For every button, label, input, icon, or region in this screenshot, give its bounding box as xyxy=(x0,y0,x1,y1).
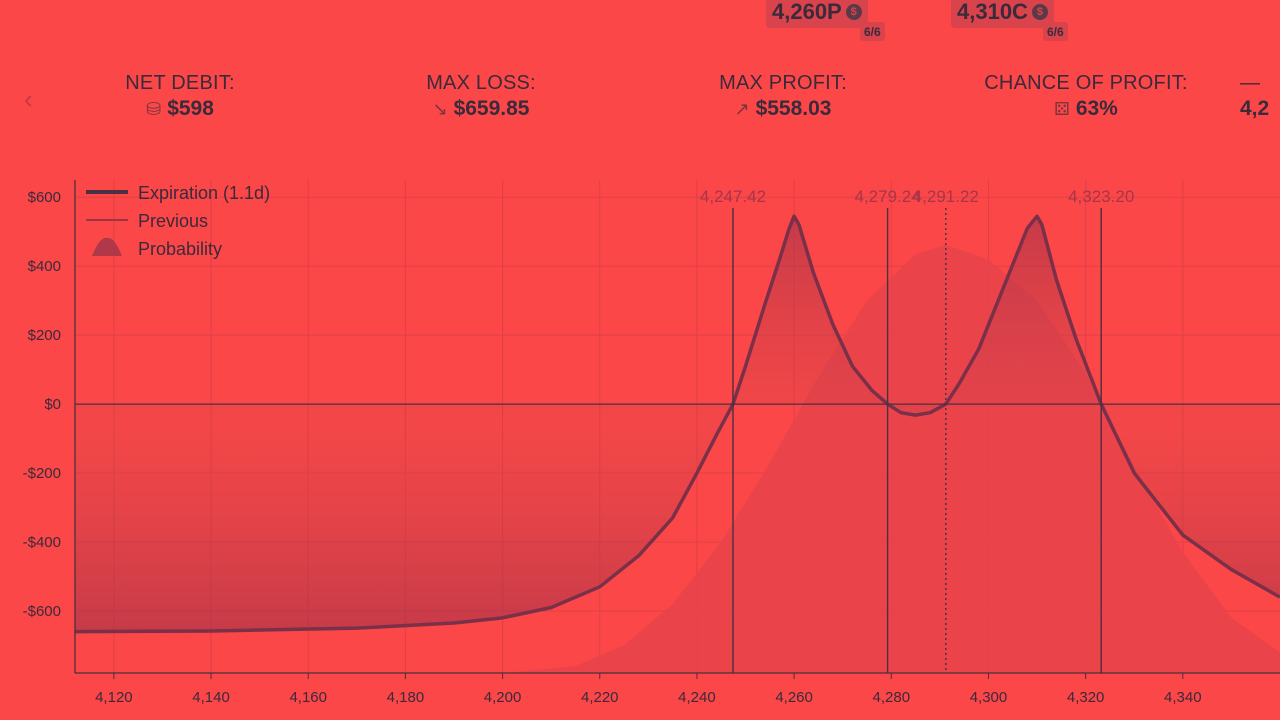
arrow-up-right-icon: ↗ xyxy=(734,98,750,119)
x-tick-label: 4,340 xyxy=(1164,689,1202,706)
leg-label: 4,260P xyxy=(772,0,842,24)
x-tick-label: 4,120 xyxy=(95,689,133,706)
breakeven-label: 4,291.22 xyxy=(913,187,979,206)
legend-entry[interactable]: Previous xyxy=(138,211,208,231)
stat-net-debit: NET DEBIT: ⛁ $598 xyxy=(100,72,260,121)
chevron-left-icon[interactable]: ‹ xyxy=(24,84,33,114)
stat-max-profit: MAX PROFIT: ↗ $558.03 xyxy=(700,72,866,121)
x-tick-label: 4,320 xyxy=(1067,689,1105,706)
y-tick-label: -$400 xyxy=(23,534,61,551)
stat-label: MAX PROFIT: xyxy=(719,72,847,94)
breakeven-label: 4,247.42 xyxy=(700,187,766,206)
x-tick-label: 4,280 xyxy=(873,689,911,706)
stat-label: — xyxy=(1240,72,1261,94)
stat-label: CHANCE OF PROFIT: xyxy=(984,72,1188,94)
breakeven-label: 4,323.20 xyxy=(1068,187,1134,206)
dice-icon: ⚄ xyxy=(1054,98,1070,119)
x-tick-label: 4,220 xyxy=(581,689,619,706)
stat-value: $558.03 xyxy=(755,97,832,120)
y-tick-label: -$200 xyxy=(23,465,61,482)
arrow-down-right-icon: ↘ xyxy=(432,98,448,119)
y-tick-label: $600 xyxy=(28,189,61,206)
y-tick-label: $400 xyxy=(28,258,61,275)
stat-value: 4,2 xyxy=(1240,97,1270,120)
stat-label: MAX LOSS: xyxy=(426,72,536,94)
leg-badge: 6/6 xyxy=(1043,22,1068,41)
leg-pill-4310c[interactable]: 4,310C $ xyxy=(951,0,1054,28)
y-tick-label: -$600 xyxy=(23,603,61,620)
probability-area xyxy=(502,244,1280,674)
leg-label: 4,310C xyxy=(957,0,1028,24)
dollar-coin-icon: $ xyxy=(845,4,862,20)
legend-swatch-probability xyxy=(92,237,122,256)
x-tick-label: 4,200 xyxy=(484,689,522,706)
y-tick-label: $200 xyxy=(28,327,61,344)
expiration-pnl-fill xyxy=(75,216,1280,632)
leg-pill-4260p[interactable]: 4,260P $ xyxy=(766,0,868,28)
y-tick-label: $0 xyxy=(44,396,61,413)
x-tick-label: 4,260 xyxy=(775,689,813,706)
x-tick-label: 4,180 xyxy=(387,689,425,706)
x-tick-label: 4,300 xyxy=(970,689,1008,706)
stat-next-partial: — 4,2 xyxy=(1240,72,1280,121)
stat-label: NET DEBIT: xyxy=(125,72,235,94)
stat-value: 63% xyxy=(1075,97,1118,120)
stat-max-loss: MAX LOSS: ↘ $659.85 xyxy=(400,72,562,121)
stat-value: $598 xyxy=(167,97,214,120)
stat-value: $659.85 xyxy=(453,97,530,120)
x-tick-label: 4,140 xyxy=(192,689,230,706)
x-tick-label: 4,240 xyxy=(678,689,716,706)
coins-icon: ⛁ xyxy=(146,98,162,119)
dollar-coin-icon: $ xyxy=(1031,4,1048,20)
stat-chance-of-profit: CHANCE OF PROFIT: ⚄ 63% xyxy=(968,72,1204,121)
legend-entry[interactable]: Probability xyxy=(138,239,222,259)
legend-entry[interactable]: Expiration (1.1d) xyxy=(138,183,270,203)
x-tick-label: 4,160 xyxy=(289,689,327,706)
breakeven-label: 4,279.24 xyxy=(855,187,921,206)
leg-badge: 6/6 xyxy=(860,22,885,41)
